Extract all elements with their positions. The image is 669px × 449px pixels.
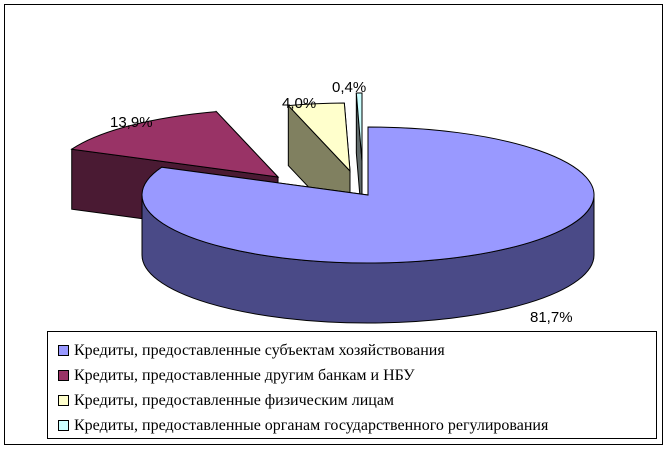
legend-item-individuals: Кредиты, предоставленные физическим лица… [58,388,656,413]
legend-swatch-banks [58,370,69,381]
pie-slice-banks [70,111,280,178]
pie-label-government: 0,4% [332,79,366,96]
legend-swatch-government [58,420,69,431]
pie-labels: 81,7% 13,9% 4,0% 0,4% [110,79,573,326]
legend-label-businesses: Кредиты, предоставленные субъектам хозяй… [74,341,445,359]
legend: Кредиты, предоставленные субъектам хозяй… [47,331,657,439]
pie-label-businesses: 81,7% [530,309,573,326]
pie-label-individuals: 4,0% [282,95,316,112]
pie-label-banks: 13,9% [110,114,153,131]
pie-tops [70,92,595,264]
legend-swatch-individuals [58,395,69,406]
pie-slice-businesses [141,126,595,264]
legend-swatch-businesses [58,345,69,356]
legend-item-businesses: Кредиты, предоставленные субъектам хозяй… [58,338,656,363]
pie-slice-government [355,92,363,162]
legend-item-government: Кредиты, предоставленные органам государ… [58,413,656,438]
pie-slice-individuals [287,102,351,173]
legend-label-government: Кредиты, предоставленные органам государ… [74,416,549,434]
legend-label-individuals: Кредиты, предоставленные физическим лица… [74,391,395,409]
legend-label-banks: Кредиты, предоставленные другим банкам и… [74,366,415,384]
legend-item-banks: Кредиты, предоставленные другим банкам и… [58,363,656,388]
